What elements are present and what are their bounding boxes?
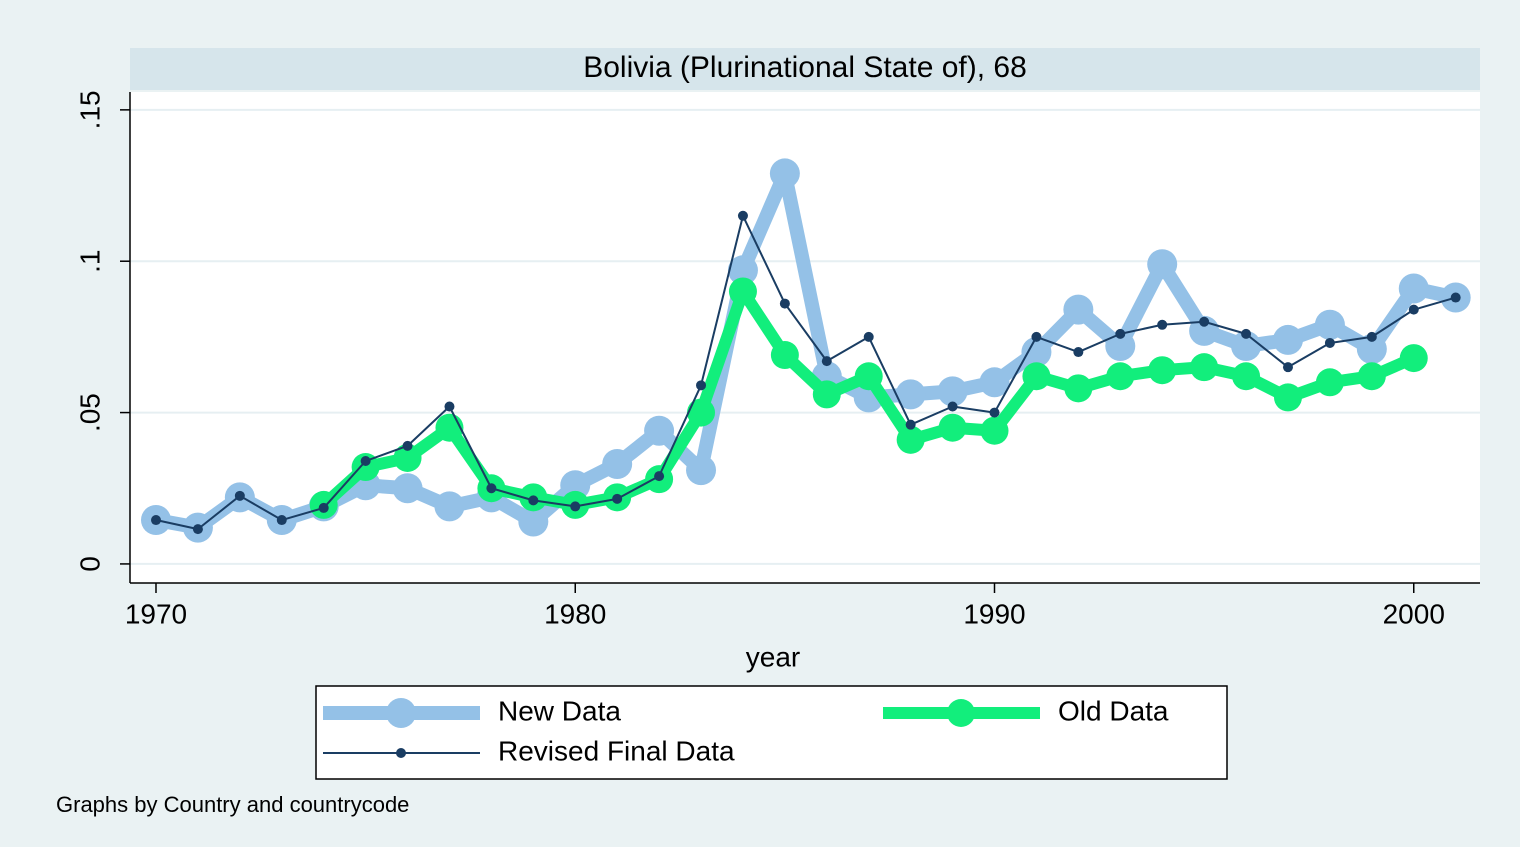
series-marker — [1273, 383, 1302, 412]
series-marker — [895, 379, 926, 410]
series-marker — [1314, 309, 1345, 340]
series-marker — [276, 515, 287, 526]
series-marker — [812, 380, 841, 409]
series-marker — [737, 210, 748, 221]
series-marker — [318, 502, 329, 513]
series-marker — [528, 495, 539, 506]
series-marker — [821, 356, 832, 367]
series-marker — [980, 416, 1009, 445]
series-marker — [1190, 353, 1219, 382]
series-marker — [602, 449, 633, 480]
y-tick-label: 0 — [74, 556, 105, 572]
y-tick-label: .1 — [74, 250, 105, 273]
series-marker — [1073, 347, 1084, 358]
chart-title: Bolivia (Plurinational State of), 68 — [583, 51, 1027, 84]
series-marker — [1232, 362, 1261, 391]
series-marker — [393, 443, 422, 472]
series-marker — [434, 491, 465, 522]
series-marker — [947, 401, 958, 412]
x-tick-label: 1990 — [963, 598, 1025, 629]
marks — [140, 158, 1471, 543]
series-marker — [1241, 328, 1252, 339]
series-marker — [486, 483, 497, 494]
series-marker — [1199, 316, 1210, 327]
series-marker — [905, 419, 916, 430]
x-tick-label: 1980 — [544, 598, 606, 629]
series-marker — [402, 440, 413, 451]
y-tick-label: .05 — [74, 393, 105, 432]
series-marker — [979, 367, 1010, 398]
series-marker — [570, 501, 581, 512]
series-marker — [779, 298, 790, 309]
series-marker — [696, 380, 707, 391]
series-marker — [1157, 319, 1168, 330]
series-marker — [1105, 330, 1136, 361]
series-marker — [644, 415, 675, 446]
series-marker — [654, 471, 665, 482]
legend-marker — [947, 699, 975, 727]
series-marker — [1408, 304, 1419, 315]
series-marker — [518, 506, 549, 537]
series-marker — [728, 277, 757, 306]
series-marker — [612, 493, 623, 504]
series-line — [155, 214, 1456, 531]
series-marker — [1064, 374, 1093, 403]
x-tick-label: 1970 — [125, 598, 187, 629]
series-marker — [1282, 362, 1293, 373]
series-marker — [687, 398, 716, 427]
series-marker — [989, 407, 1000, 418]
title-band — [130, 48, 1480, 90]
series-marker — [1031, 331, 1042, 342]
x-tick-label: 2000 — [1383, 598, 1445, 629]
series-marker — [351, 453, 380, 482]
x-axis-title: year — [746, 641, 800, 672]
series-marker — [727, 255, 758, 286]
series-marker — [863, 331, 874, 342]
series-marker — [1147, 249, 1178, 280]
series-marker — [1324, 337, 1335, 348]
legend-marker — [386, 698, 416, 728]
series-marker — [896, 425, 925, 454]
legend-box — [315, 685, 1228, 780]
legend-label: Old Data — [1058, 695, 1169, 726]
series-marker — [1106, 362, 1135, 391]
series-marker — [1356, 334, 1387, 365]
legend-marker — [396, 748, 406, 758]
series-marker — [1148, 356, 1177, 385]
legend-label: New Data — [498, 695, 621, 726]
series-marker — [1450, 292, 1461, 303]
series-marker — [1315, 368, 1344, 397]
series-marker — [770, 341, 799, 370]
legend-label: Revised Final Data — [498, 735, 735, 766]
series-marker — [1366, 331, 1377, 342]
series-marker — [1398, 273, 1429, 304]
series-marker — [1272, 324, 1303, 355]
series-marker — [938, 413, 967, 442]
series-marker — [150, 515, 161, 526]
series-marker — [1115, 328, 1126, 339]
footnote: Graphs by Country and countrycode — [56, 792, 409, 817]
series-marker — [360, 456, 371, 467]
series-marker — [392, 473, 423, 504]
series-marker — [1399, 344, 1428, 373]
series-marker — [686, 455, 717, 486]
y-tick-label: .15 — [74, 90, 105, 129]
series-marker — [854, 362, 883, 391]
series-marker — [444, 401, 455, 412]
series-marker — [560, 470, 591, 501]
series-marker — [1357, 362, 1386, 391]
series-marker — [1063, 294, 1094, 325]
series-marker — [769, 158, 800, 189]
series-marker — [192, 524, 203, 535]
series-marker — [937, 376, 968, 407]
series-marker — [1021, 337, 1052, 368]
series-marker — [1022, 362, 1051, 391]
series-marker — [1231, 330, 1262, 361]
series-marker — [234, 490, 245, 501]
